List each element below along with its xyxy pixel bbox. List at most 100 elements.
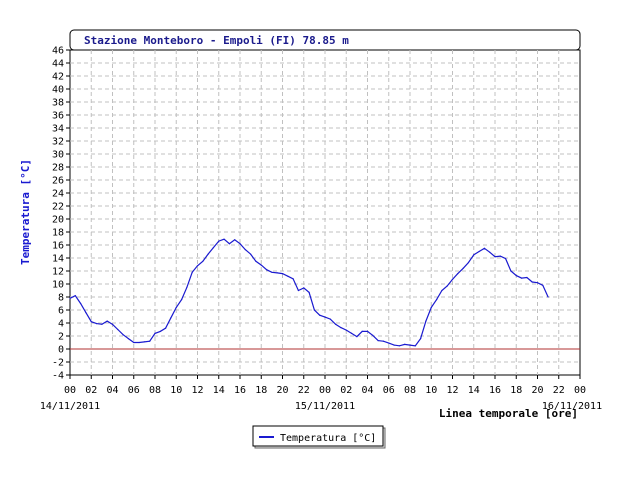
data-point <box>319 314 321 316</box>
data-point <box>170 317 172 319</box>
y-tick-label: 28 <box>52 163 64 174</box>
data-point <box>510 270 512 272</box>
y-tick-label: 44 <box>52 59 64 70</box>
y-tick-label: 18 <box>52 228 64 239</box>
series-points <box>69 238 549 347</box>
data-point <box>467 262 469 264</box>
y-tick-label: 32 <box>52 137 64 148</box>
data-point <box>175 306 177 308</box>
y-tick-label: 24 <box>52 189 64 200</box>
x-tick-label: 16 <box>489 385 501 396</box>
y-tick-label: 12 <box>52 267 64 278</box>
data-point <box>340 327 342 329</box>
data-point <box>266 269 268 271</box>
x-tick-label: 02 <box>85 385 97 396</box>
data-point <box>462 267 464 269</box>
data-point <box>457 273 459 275</box>
data-point <box>489 251 491 253</box>
x-tick-label: 18 <box>510 385 522 396</box>
date-label: 15/11/2011 <box>295 401 355 412</box>
data-point <box>196 265 199 267</box>
data-point <box>398 345 400 347</box>
y-tick-label: 22 <box>52 202 64 213</box>
data-point <box>111 323 114 325</box>
x-tick-label: 20 <box>531 385 543 396</box>
data-point <box>536 282 539 284</box>
data-point <box>478 250 480 253</box>
data-point <box>143 341 145 343</box>
data-point <box>505 258 507 260</box>
y-tick-label: 46 <box>52 46 64 57</box>
date-label: 16/11/2011 <box>542 401 602 412</box>
x-tick-label: 22 <box>553 385 565 396</box>
data-point <box>212 247 214 249</box>
y-tick-label: 42 <box>52 72 64 83</box>
data-point <box>473 254 475 256</box>
data-point <box>276 272 278 274</box>
x-tick-label: 00 <box>319 385 331 396</box>
data-point <box>122 334 124 336</box>
legend-box <box>252 425 384 447</box>
data-point <box>526 276 528 279</box>
y-tick-label: 26 <box>52 176 64 187</box>
data-point <box>117 328 119 331</box>
data-point <box>186 286 188 288</box>
data-point <box>404 343 406 345</box>
x-tick-label: 10 <box>425 385 437 396</box>
x-tick-label: 12 <box>446 385 458 396</box>
data-point <box>308 291 310 293</box>
data-point <box>409 344 411 346</box>
data-point <box>154 332 156 334</box>
x-tick-label: 02 <box>340 385 352 396</box>
data-point <box>90 321 92 323</box>
data-point <box>228 243 230 245</box>
data-point <box>531 281 533 283</box>
data-point <box>292 278 294 280</box>
x-tick-label: 10 <box>170 385 182 396</box>
data-point <box>521 277 523 279</box>
data-point <box>356 336 358 338</box>
data-point <box>420 338 422 340</box>
y-tick-label: -4 <box>52 371 64 382</box>
y-tick-label: 38 <box>52 98 64 109</box>
data-point <box>515 275 517 277</box>
x-tick-label: 22 <box>298 385 310 396</box>
data-point <box>149 340 151 342</box>
data-point <box>85 312 87 314</box>
data-point <box>260 264 262 266</box>
y-tick-label: 30 <box>52 150 64 161</box>
y-tick-label: 6 <box>58 306 64 317</box>
y-tick-label: 2 <box>58 332 64 343</box>
y-axis-ticks: -4-2024681012141618202224262830323436384… <box>52 46 70 382</box>
date-labels: 14/11/2011 15/11/2011 16/11/2011 <box>40 401 602 412</box>
x-tick-label: 00 <box>64 385 76 396</box>
data-point <box>483 247 485 249</box>
data-point <box>441 289 443 292</box>
data-point <box>138 341 140 344</box>
data-point <box>303 287 305 289</box>
data-point <box>281 273 284 275</box>
x-tick-label: 04 <box>361 385 373 396</box>
x-tick-label: 08 <box>149 385 161 396</box>
grid <box>70 50 580 375</box>
data-point <box>191 271 193 273</box>
data-point <box>329 318 331 320</box>
y-tick-label: 20 <box>52 215 64 226</box>
data-point <box>382 340 384 342</box>
x-tick-label: 08 <box>404 385 416 396</box>
data-point <box>96 323 98 325</box>
data-point <box>372 334 374 336</box>
data-point <box>351 332 353 334</box>
data-point <box>313 309 315 311</box>
y-tick-label: 8 <box>58 293 64 304</box>
data-point <box>207 253 209 255</box>
legend-label: Temperatura [°C] <box>280 433 376 444</box>
data-point <box>106 320 108 322</box>
data-point <box>80 302 82 305</box>
x-tick-label: 12 <box>191 385 203 396</box>
data-point <box>335 323 337 325</box>
data-point <box>430 306 432 308</box>
data-point <box>133 341 135 344</box>
y-axis-label: Temperatura [°C] <box>19 159 32 265</box>
data-point <box>324 316 326 318</box>
